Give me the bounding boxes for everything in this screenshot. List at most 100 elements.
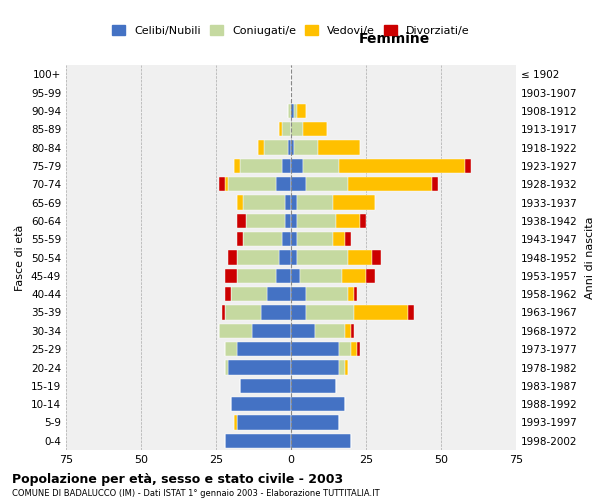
Bar bbox=[237, 250, 279, 264]
Bar bbox=[291, 434, 351, 448]
Bar bbox=[360, 214, 366, 228]
Bar bbox=[228, 177, 276, 192]
Bar bbox=[237, 416, 291, 430]
Bar bbox=[297, 214, 336, 228]
Bar bbox=[351, 324, 354, 338]
Bar bbox=[291, 232, 297, 246]
Bar bbox=[258, 140, 264, 154]
Bar bbox=[237, 232, 243, 246]
Bar bbox=[267, 287, 291, 302]
Bar bbox=[408, 306, 414, 320]
Bar bbox=[291, 268, 300, 283]
Y-axis label: Anni di nascita: Anni di nascita bbox=[584, 216, 595, 298]
Text: Femmine: Femmine bbox=[359, 32, 430, 46]
Bar bbox=[348, 177, 432, 192]
Bar bbox=[291, 158, 303, 173]
Bar bbox=[336, 214, 360, 228]
Bar bbox=[432, 177, 438, 192]
Bar bbox=[240, 378, 291, 393]
Bar bbox=[225, 177, 228, 192]
Bar bbox=[345, 324, 351, 338]
Bar bbox=[291, 342, 339, 356]
Bar bbox=[228, 250, 237, 264]
Bar bbox=[234, 416, 237, 430]
Bar bbox=[291, 196, 297, 209]
Bar bbox=[225, 360, 228, 374]
Bar bbox=[297, 104, 306, 118]
Bar bbox=[288, 140, 291, 154]
Bar bbox=[372, 250, 381, 264]
Bar bbox=[219, 324, 252, 338]
Bar bbox=[339, 158, 465, 173]
Bar bbox=[345, 360, 348, 374]
Bar bbox=[285, 196, 291, 209]
Bar bbox=[297, 250, 348, 264]
Bar bbox=[246, 214, 285, 228]
Bar bbox=[348, 287, 354, 302]
Bar bbox=[291, 177, 306, 192]
Bar bbox=[237, 214, 246, 228]
Bar bbox=[303, 122, 327, 136]
Bar bbox=[315, 324, 345, 338]
Bar bbox=[261, 306, 291, 320]
Bar bbox=[237, 196, 243, 209]
Bar bbox=[279, 122, 282, 136]
Bar bbox=[291, 416, 339, 430]
Legend: Celibi/Nubili, Coniugati/e, Vedovi/e, Divorziati/e: Celibi/Nubili, Coniugati/e, Vedovi/e, Di… bbox=[108, 20, 474, 40]
Bar bbox=[291, 214, 297, 228]
Bar bbox=[345, 232, 351, 246]
Bar bbox=[234, 158, 240, 173]
Bar bbox=[225, 342, 237, 356]
Bar bbox=[297, 232, 333, 246]
Bar bbox=[300, 268, 342, 283]
Bar bbox=[237, 342, 291, 356]
Bar bbox=[294, 140, 318, 154]
Bar bbox=[282, 158, 291, 173]
Bar bbox=[348, 250, 372, 264]
Bar bbox=[291, 104, 294, 118]
Bar bbox=[339, 360, 345, 374]
Bar bbox=[306, 306, 354, 320]
Bar bbox=[282, 232, 291, 246]
Bar bbox=[237, 268, 276, 283]
Bar bbox=[276, 268, 291, 283]
Bar bbox=[306, 287, 348, 302]
Text: COMUNE DI BADALUCCO (IM) - Dati ISTAT 1° gennaio 2003 - Elaborazione TUTTITALIA.: COMUNE DI BADALUCCO (IM) - Dati ISTAT 1°… bbox=[12, 489, 380, 498]
Bar bbox=[291, 287, 306, 302]
Bar bbox=[354, 306, 408, 320]
Bar bbox=[225, 306, 261, 320]
Bar bbox=[291, 250, 297, 264]
Bar bbox=[285, 214, 291, 228]
Bar bbox=[366, 268, 375, 283]
Bar bbox=[339, 342, 351, 356]
Bar bbox=[306, 177, 348, 192]
Bar bbox=[231, 287, 267, 302]
Bar bbox=[219, 177, 225, 192]
Bar bbox=[291, 378, 336, 393]
Bar bbox=[303, 158, 339, 173]
Bar bbox=[291, 324, 315, 338]
Bar bbox=[291, 122, 303, 136]
Bar bbox=[228, 360, 291, 374]
Bar bbox=[318, 140, 360, 154]
Bar bbox=[279, 250, 291, 264]
Bar bbox=[291, 360, 339, 374]
Bar bbox=[333, 232, 345, 246]
Bar bbox=[225, 434, 291, 448]
Bar bbox=[282, 122, 291, 136]
Bar bbox=[276, 177, 291, 192]
Bar bbox=[333, 196, 375, 209]
Bar bbox=[225, 287, 231, 302]
Bar bbox=[342, 268, 366, 283]
Bar bbox=[225, 268, 237, 283]
Bar bbox=[231, 397, 291, 411]
Bar bbox=[357, 342, 360, 356]
Bar bbox=[264, 140, 288, 154]
Bar bbox=[222, 306, 225, 320]
Bar bbox=[294, 104, 297, 118]
Bar bbox=[465, 158, 471, 173]
Bar bbox=[351, 342, 357, 356]
Bar bbox=[288, 104, 291, 118]
Y-axis label: Fasce di età: Fasce di età bbox=[16, 224, 25, 290]
Bar bbox=[291, 397, 345, 411]
